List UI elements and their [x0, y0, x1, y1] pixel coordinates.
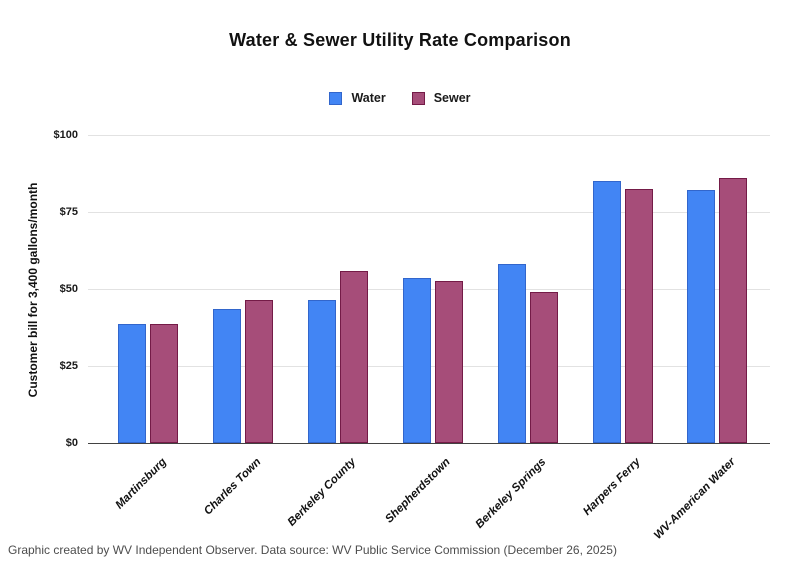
bar-sewer-wv-american-water: [719, 178, 748, 443]
bar-sewer-berkeley-springs: [529, 292, 558, 443]
x-label-harpers-ferry: Harpers Ferry: [581, 456, 643, 518]
bar-water-wv-american-water: [687, 190, 716, 443]
bar-sewer-martinsburg: [150, 324, 178, 443]
water-swatch-icon: [329, 91, 343, 105]
bar-sewer-harpers-ferry: [624, 188, 653, 443]
x-label-berkeley-springs: Berkeley Springs: [473, 456, 549, 531]
bar-water-berkeley-county: [307, 299, 336, 443]
bar-water-shepherdstown: [402, 278, 431, 443]
x-label-martinsburg: Martinsburg: [113, 456, 169, 512]
y-tick-25: $25: [59, 360, 78, 372]
bar-water-martinsburg: [118, 324, 146, 443]
legend-item-sewer: Sewer: [411, 91, 471, 105]
bar-water-harpers-ferry: [592, 181, 621, 443]
legend: Water Sewer: [0, 91, 800, 105]
sewer-swatch-icon: [411, 91, 425, 105]
gridline-0: [88, 443, 770, 444]
x-label-wv-american-water: WV-American Water: [652, 456, 738, 542]
legend-label-water: Water: [351, 91, 386, 105]
bar-water-charles-town: [212, 309, 241, 443]
bar-water-berkeley-springs: [497, 264, 526, 443]
x-label-berkeley-county: Berkeley County: [285, 456, 359, 529]
bar-sewer-berkeley-county: [339, 270, 368, 443]
plot-area: [88, 135, 770, 444]
attribution-text: Graphic created by WV Independent Observ…: [8, 543, 617, 557]
y-tick-0: $0: [65, 437, 78, 449]
bar-sewer-shepherdstown: [434, 281, 463, 443]
gridline-100: [88, 135, 770, 136]
y-tick-75: $75: [59, 206, 78, 218]
x-label-shepherdstown: Shepherdstown: [383, 456, 454, 526]
bar-sewer-charles-town: [244, 299, 273, 443]
gridline-75: [88, 212, 770, 213]
legend-item-water: Water: [329, 91, 386, 105]
chart-title: Water & Sewer Utility Rate Comparison: [229, 30, 571, 50]
legend-label-sewer: Sewer: [433, 91, 471, 105]
x-label-charles-town: Charles Town: [201, 456, 264, 518]
y-tick-50: $50: [59, 283, 78, 295]
y-tick-100: $100: [53, 129, 78, 141]
